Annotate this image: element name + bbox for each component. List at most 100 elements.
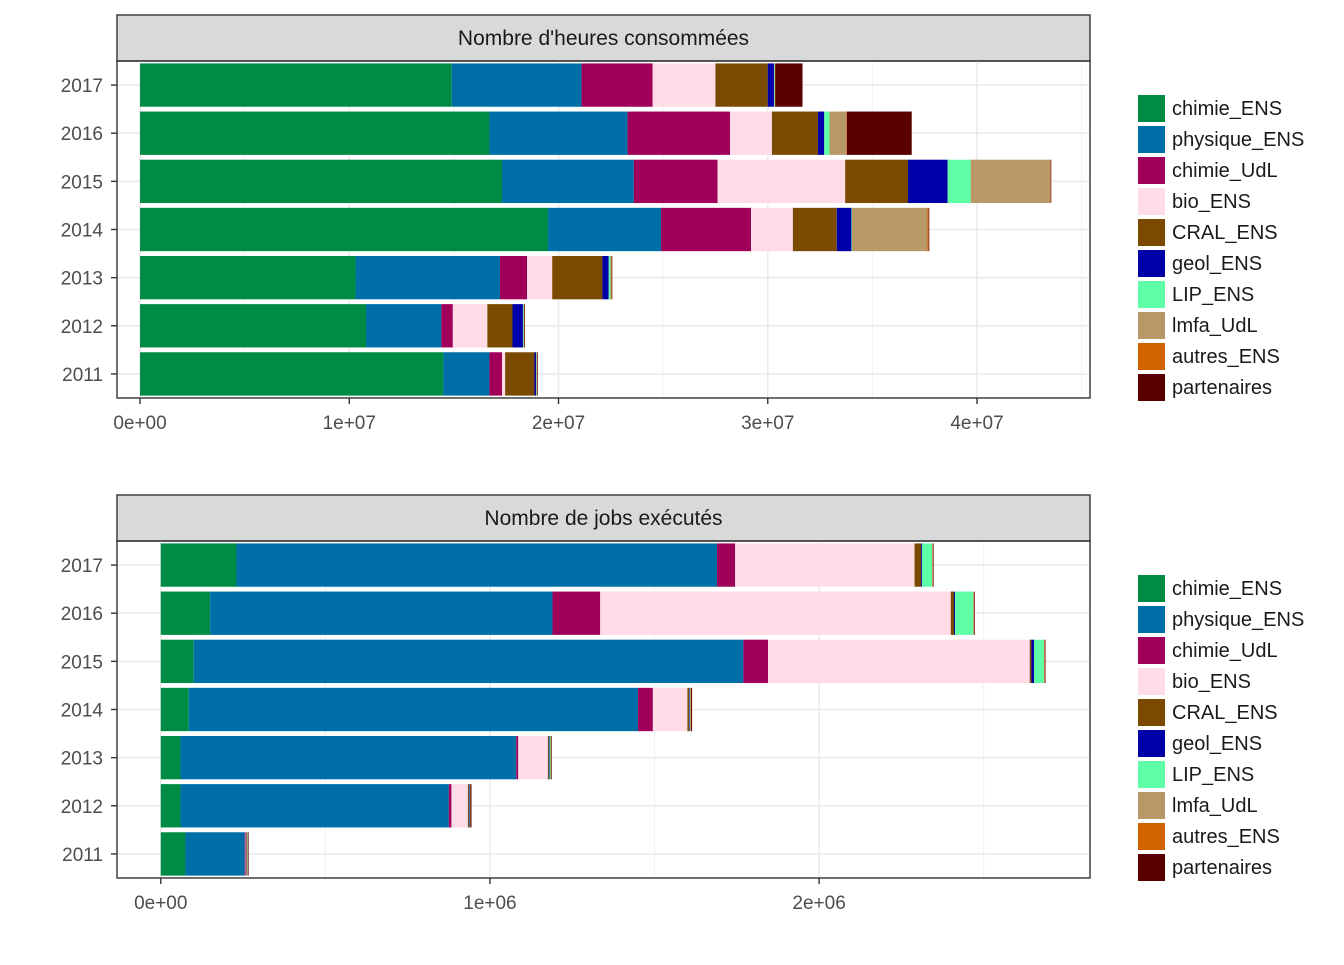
bar-partenaires-2014 [691, 687, 693, 732]
bar-LIP_ENS-2013 [549, 735, 551, 780]
legend-swatch-lmfa_UdL [1138, 792, 1165, 819]
bar-chimie_UdL-2017 [717, 543, 736, 587]
bar-CRAL_ENS-2016 [771, 111, 818, 155]
bar-CRAL_ENS-2012 [487, 304, 513, 348]
bar-lmfa_UdL-2016 [829, 111, 847, 155]
legend-label-partenaires: partenaires [1172, 857, 1272, 879]
facet-strip [116, 494, 1091, 542]
bar-chimie_ENS-2016 [140, 111, 490, 155]
bar-chimie_UdL-2014 [638, 687, 653, 732]
y-tick-label: 2017 [61, 556, 103, 577]
bar-CRAL_ENS-2011 [505, 352, 535, 396]
bar-LIP_ENS-2017 [922, 543, 933, 587]
bar-LIP_ENS-2016 [955, 591, 974, 635]
legend-swatch-autres_ENS [1138, 343, 1165, 370]
legend-swatch-chimie_ENS [1138, 575, 1165, 602]
bar-LIP_ENS-2017 [774, 63, 775, 107]
x-tick-label: 2e+07 [532, 413, 585, 434]
bar-autres_ENS-2016 [846, 111, 847, 155]
bar-bio_ENS-2011 [502, 352, 506, 396]
bar-chimie_UdL-2016 [627, 111, 731, 155]
y-tick-label: 2016 [61, 124, 103, 145]
bar-chimie_UdL-2015 [633, 159, 718, 204]
bar-chimie_ENS-2014 [160, 687, 189, 732]
bar-chimie_UdL-2015 [743, 639, 769, 684]
legend-label-physique_ENS: physique_ENS [1172, 129, 1304, 151]
bar-bio_ENS-2015 [717, 159, 846, 204]
bar-partenaires-2011 [248, 832, 249, 876]
bar-autres_ENS-2012 [470, 784, 471, 828]
bar-autres_ENS-2011 [247, 832, 249, 876]
bar-LIP_ENS-2013 [608, 255, 611, 300]
legend-label-chimie_ENS: chimie_ENS [1172, 578, 1282, 600]
y-tick-label: 2011 [62, 845, 103, 866]
bar-geol_ENS-2014 [689, 687, 690, 732]
bar-chimie_ENS-2016 [160, 591, 211, 635]
bar-physique_ENS-2013 [180, 735, 517, 780]
legend-swatch-LIP_ENS [1138, 761, 1165, 788]
bar-lmfa_UdL-2015 [970, 159, 1051, 204]
legend-swatch-partenaires [1138, 854, 1165, 881]
x-tick-label: 1e+06 [463, 893, 516, 914]
bar-geol_ENS-2015 [1031, 639, 1035, 684]
bar-geol_ENS-2017 [921, 543, 923, 587]
legend-swatch-bio_ENS [1138, 668, 1165, 695]
legend-label-autres_ENS: autres_ENS [1172, 346, 1280, 368]
bar-LIP_ENS-2015 [1034, 639, 1044, 684]
x-tick-label: 0e+00 [134, 893, 187, 914]
bar-lmfa_UdL-2013 [610, 255, 612, 300]
bar-chimie_UdL-2016 [552, 591, 601, 635]
bar-partenaires-2012 [524, 304, 525, 348]
legend-label-geol_ENS: geol_ENS [1172, 253, 1262, 275]
legend-label-CRAL_ENS: CRAL_ENS [1172, 222, 1278, 244]
bar-bio_ENS-2016 [730, 111, 772, 155]
bar-chimie_ENS-2012 [160, 784, 181, 828]
bar-CRAL_ENS-2013 [552, 255, 603, 300]
bar-lmfa_UdL-2016 [973, 591, 974, 635]
bar-lmfa_UdL-2012 [523, 304, 525, 348]
bar-bio_ENS-2013 [527, 255, 553, 300]
y-tick-label: 2011 [62, 365, 103, 386]
bar-physique_ENS-2014 [548, 207, 662, 252]
bar-physique_ENS-2014 [188, 687, 639, 732]
x-tick-label: 3e+07 [741, 413, 794, 434]
bar-physique_ENS-2016 [210, 591, 553, 635]
bar-lmfa_UdL-2011 [247, 832, 248, 876]
legend-swatch-geol_ENS [1138, 250, 1165, 277]
bar-geol_ENS-2011 [246, 832, 248, 876]
bar-CRAL_ENS-2011 [246, 832, 247, 876]
bar-lmfa_UdL-2013 [550, 735, 552, 780]
bar-LIP_ENS-2015 [947, 159, 971, 204]
bar-bio_ENS-2013 [518, 735, 548, 780]
y-tick-label: 2015 [61, 652, 103, 673]
bar-chimie_UdL-2012 [448, 784, 452, 828]
bar-partenaires-2013 [611, 255, 613, 300]
bar-bio_ENS-2016 [600, 591, 951, 635]
bar-bio_ENS-2014 [751, 207, 793, 252]
legend-swatch-CRAL_ENS [1138, 219, 1165, 246]
bar-physique_ENS-2017 [236, 543, 718, 587]
bar-chimie_ENS-2011 [160, 832, 186, 876]
bar-bio_ENS-2014 [652, 687, 688, 732]
bar-geol_ENS-2015 [907, 159, 948, 204]
legend-label-LIP_ENS: LIP_ENS [1172, 284, 1254, 306]
bar-lmfa_UdL-2014 [690, 687, 691, 732]
bar-partenaires-2016 [846, 111, 912, 155]
bar-lmfa_UdL-2014 [852, 207, 928, 252]
legend-swatch-LIP_ENS [1138, 281, 1165, 308]
bar-geol_ENS-2012 [512, 304, 523, 348]
legend-label-LIP_ENS: LIP_ENS [1172, 764, 1254, 786]
y-tick-label: 2013 [61, 749, 103, 770]
bar-bio_ENS-2012 [452, 304, 488, 348]
bar-partenaires-2017 [775, 63, 803, 107]
bar-chimie_ENS-2012 [140, 304, 367, 348]
bar-CRAL_ENS-2017 [914, 543, 922, 587]
legend-label-CRAL_ENS: CRAL_ENS [1172, 702, 1278, 724]
bar-LIP_ENS-2016 [824, 111, 830, 155]
bar-chimie_UdL-2017 [581, 63, 653, 107]
facet-strip [116, 14, 1091, 62]
chart-title: Nombre d'heures consommées [458, 27, 749, 50]
x-tick-label: 1e+07 [323, 413, 376, 434]
bar-geol_ENS-2011 [534, 352, 537, 396]
